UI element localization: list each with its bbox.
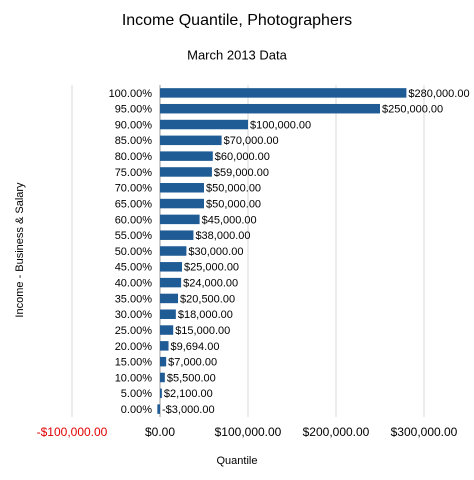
bar — [160, 151, 213, 161]
x-tick-label: -$100,000.00 — [37, 425, 108, 439]
value-label: $9,694.00 — [171, 341, 220, 353]
y-tick-label: 95.00% — [115, 104, 153, 116]
x-tick-label: $0.00 — [145, 425, 175, 439]
value-label: $30,000.00 — [188, 246, 243, 258]
value-label: $25,000.00 — [184, 262, 239, 274]
value-label: $24,000.00 — [183, 278, 238, 290]
y-tick-label: 25.00% — [115, 325, 153, 337]
value-label: $5,500.00 — [167, 372, 216, 384]
value-label: $100,000.00 — [250, 119, 311, 131]
bar — [160, 183, 204, 193]
y-tick-label: 60.00% — [115, 214, 153, 226]
value-label: -$3,000.00 — [162, 404, 215, 416]
bar — [160, 198, 204, 209]
y-tick-label: 15.00% — [115, 357, 153, 369]
bar — [160, 135, 222, 146]
value-label: $280,000.00 — [408, 88, 469, 100]
bar — [160, 88, 407, 98]
value-label: $38,000.00 — [195, 230, 250, 242]
bar — [160, 167, 212, 177]
y-tick-label: 85.00% — [115, 135, 153, 147]
chart-title: Income Quantile, Photographers — [122, 12, 352, 29]
y-tick-label: 35.00% — [115, 293, 153, 305]
bar — [160, 341, 169, 351]
y-tick-label: 90.00% — [115, 119, 153, 131]
bar — [160, 372, 165, 383]
y-tick-label: 45.00% — [115, 262, 153, 274]
y-tick-label: 80.00% — [115, 151, 153, 163]
value-label: $50,000.00 — [206, 183, 261, 195]
bar — [160, 309, 176, 319]
value-label: $50,000.00 — [206, 198, 261, 210]
bar — [160, 246, 187, 256]
bar — [160, 103, 380, 114]
y-tick-label: 100.00% — [109, 88, 153, 100]
value-label: $7,000.00 — [168, 357, 217, 369]
bar — [160, 293, 179, 304]
bar — [160, 230, 194, 240]
value-label: $60,000.00 — [215, 151, 270, 163]
value-label: $2,100.00 — [164, 388, 213, 400]
bar — [160, 325, 174, 335]
value-label: $70,000.00 — [224, 135, 279, 147]
y-tick-label: 40.00% — [115, 278, 153, 290]
value-label: $20,500.00 — [180, 293, 235, 305]
y-tick-label: 50.00% — [115, 246, 153, 258]
bar — [160, 277, 182, 288]
value-label: $15,000.00 — [175, 325, 230, 337]
value-label: $45,000.00 — [202, 214, 257, 226]
y-tick-label: 75.00% — [115, 167, 153, 179]
y-tick-label: 30.00% — [115, 309, 153, 321]
bar — [160, 119, 248, 130]
y-tick-label: 55.00% — [115, 230, 153, 242]
y-tick-label: 70.00% — [115, 183, 153, 195]
y-tick-label: 20.00% — [115, 341, 153, 353]
bar — [160, 262, 182, 272]
x-tick-label: $100,000.00 — [215, 425, 282, 439]
y-axis-label: Income - Business & Salary — [14, 182, 26, 318]
y-tick-label: 10.00% — [115, 372, 153, 384]
bar — [160, 388, 162, 399]
bar — [160, 356, 167, 367]
y-tick-label: 65.00% — [115, 198, 153, 210]
x-axis-label: Quantile — [217, 455, 258, 467]
bar — [157, 404, 160, 414]
x-tick-label: $200,000.00 — [303, 425, 370, 439]
value-label: $59,000.00 — [214, 167, 269, 179]
y-tick-label: 5.00% — [121, 388, 152, 400]
chart-subtitle: March 2013 Data — [187, 47, 287, 62]
x-tick-label: $300,000.00 — [391, 425, 458, 439]
y-tick-label: 0.00% — [121, 404, 152, 416]
bar — [160, 214, 200, 225]
value-label: $250,000.00 — [382, 104, 443, 116]
value-label: $18,000.00 — [178, 309, 233, 321]
